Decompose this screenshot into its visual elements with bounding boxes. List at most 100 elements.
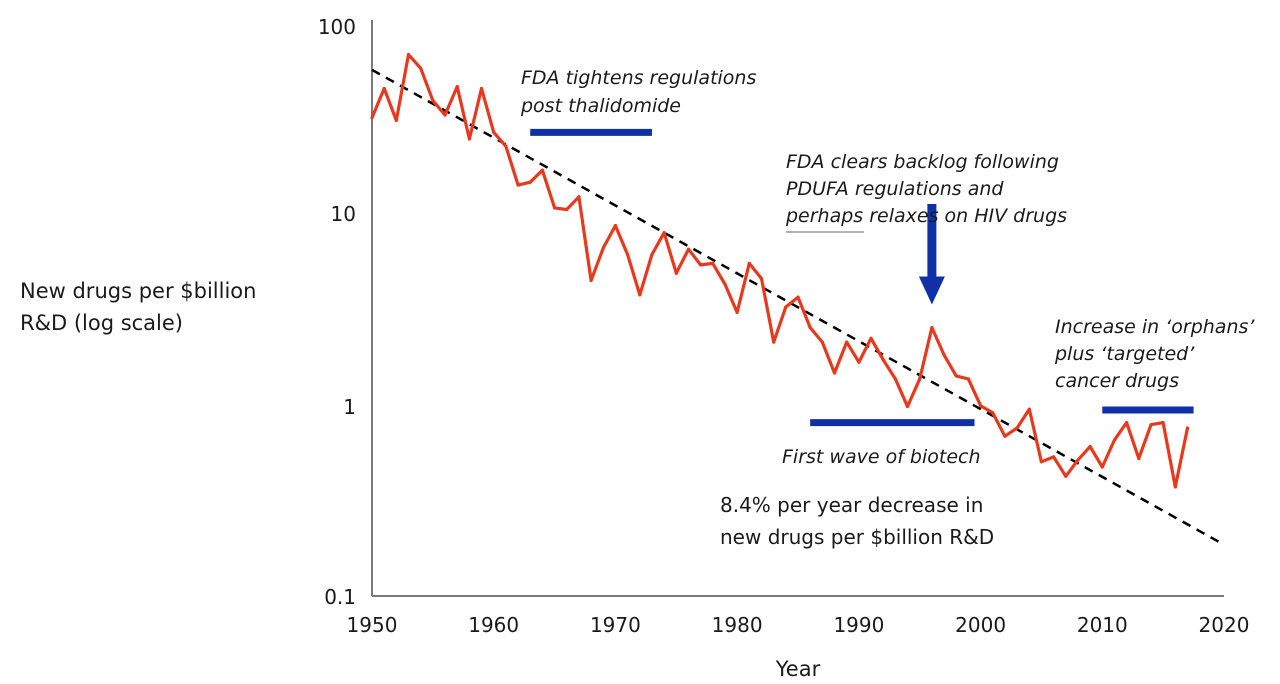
x-tick-labels: 1950 1960 1970 1980 1990 2000 2010 2020 [347, 613, 1250, 637]
data-point [869, 336, 873, 340]
data-point [382, 86, 386, 91]
data-point [540, 168, 545, 172]
annotation-pdufa-line: perhaps relaxes on HIV drugs [785, 205, 1067, 227]
data-point [443, 113, 447, 117]
data-point [1027, 407, 1031, 411]
data-point [1125, 421, 1129, 425]
data-point [832, 371, 837, 375]
data-point [528, 180, 532, 184]
data-point [1161, 421, 1165, 425]
annotation-thalidomide-line: FDA tightens regulations [521, 67, 756, 89]
data-point [845, 340, 849, 344]
data-point [455, 85, 459, 89]
series-line [370, 52, 1190, 489]
x-tick-label: 2020 [1199, 613, 1250, 637]
data-point [1100, 465, 1104, 469]
data-point [1149, 423, 1153, 427]
data-point [699, 263, 703, 267]
x-axis-title: Year [775, 657, 821, 681]
data-point [784, 305, 788, 309]
data-point [735, 310, 739, 314]
data-point [431, 99, 435, 103]
data-point [613, 224, 618, 228]
data-point [820, 340, 824, 344]
data-point [808, 326, 812, 330]
data-point [991, 411, 995, 415]
y-axis-title-line: R&D (log scale) [20, 311, 183, 335]
data-point [467, 137, 471, 141]
y-tick-label: 1 [343, 395, 356, 419]
annotation-thalidomide-line: post thalidomide [520, 95, 681, 117]
data-point [966, 377, 971, 381]
data-point [759, 277, 764, 281]
annotation-pdufa: FDA clears backlog following PDUFA regul… [785, 151, 1067, 233]
annotation-pdufa-line: PDUFA regulations and [786, 178, 1004, 200]
annotation-orphans-line: cancer drugs [1055, 370, 1179, 392]
data-point [565, 207, 569, 212]
data-point [1185, 426, 1190, 430]
data-point [626, 253, 630, 257]
data-point [674, 271, 678, 275]
data-point [723, 282, 727, 286]
data-point [601, 246, 605, 250]
data-point [979, 404, 983, 408]
x-tick-label: 2010 [1077, 613, 1128, 637]
data-point [954, 374, 958, 378]
data-point [638, 293, 642, 297]
data-point [589, 278, 593, 283]
series-points [370, 53, 1190, 489]
y-axis-title-line: New drugs per $billion [20, 279, 256, 303]
annotation-arrow-pdufa [918, 204, 945, 305]
x-tick-label: 1960 [468, 613, 519, 637]
data-point [942, 353, 946, 357]
x-tick-label: 1980 [712, 613, 763, 637]
data-point [711, 261, 715, 265]
data-point [662, 231, 666, 235]
x-tick-label: 1990 [833, 613, 884, 637]
x-tick-label: 2000 [955, 613, 1006, 637]
annotation-orphans: Increase in ‘orphans’ plus ‘targeted’ ca… [1054, 316, 1255, 392]
data-point [504, 144, 508, 148]
arrow-head [918, 276, 945, 305]
data-point [650, 253, 654, 257]
data-point [1015, 426, 1019, 430]
trend-line [371, 68, 1225, 546]
x-tick-label: 1950 [347, 613, 398, 637]
data-point [1112, 438, 1117, 442]
data-point [479, 86, 484, 91]
y-tick-label: 100 [318, 15, 356, 39]
data-point [1076, 458, 1080, 462]
data-point [772, 340, 776, 344]
data-point [516, 183, 520, 187]
data-point [686, 247, 691, 251]
annotation-biotech: First wave of biotech [782, 446, 981, 468]
data-point [1052, 455, 1056, 459]
y-axis-title: New drugs per $billion R&D (log scale) [20, 279, 256, 335]
y-tick-label: 0.1 [324, 585, 356, 609]
data-point [905, 404, 910, 409]
annotation-decrease-line: new drugs per $billion R&D [720, 525, 994, 549]
annotation-decrease-line: 8.4% per year decrease in [720, 493, 983, 517]
y-tick-labels: 100 10 1 0.1 [318, 15, 356, 609]
data-point [796, 295, 800, 299]
data-point [1173, 485, 1177, 489]
annotation-pdufa-line: FDA clears backlog following [786, 151, 1059, 173]
data-point [1137, 456, 1141, 461]
data-point [492, 130, 496, 134]
data-point [1064, 474, 1068, 478]
data-point [893, 377, 898, 381]
data-point [406, 53, 411, 57]
data-point [918, 377, 922, 381]
data-point [930, 326, 934, 330]
data-point [881, 358, 885, 362]
y-tick-label: 10 [331, 202, 356, 226]
data-point [747, 261, 751, 265]
annotation-orphans-line: Increase in ‘orphans’ [1055, 316, 1255, 338]
data-point [577, 195, 581, 199]
annotation-decrease: 8.4% per year decrease in new drugs per … [720, 493, 994, 549]
data-point [553, 206, 557, 210]
data-point [394, 118, 398, 122]
data-point [857, 360, 861, 364]
annotation-orphans-line: plus ‘targeted’ [1054, 343, 1195, 365]
